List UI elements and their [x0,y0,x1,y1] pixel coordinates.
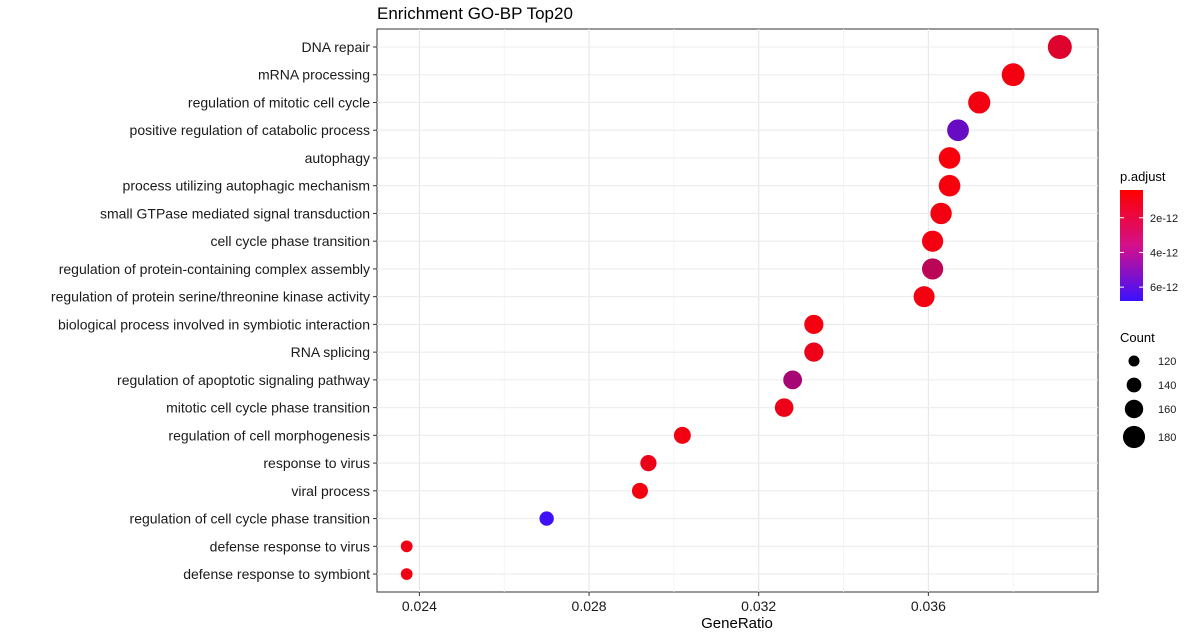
x-tick-label: 0.028 [572,598,607,614]
color-legend-label: 2e-12 [1150,213,1178,225]
y-axis-labels: DNA repair mRNA processing regulation of m… [51,39,377,582]
data-point [640,455,657,472]
y-tick-label: small GTPase mediated signal transductio… [100,205,370,221]
x-tick-label: 0.036 [911,598,946,614]
data-point [774,398,794,417]
size-legend-point [1126,377,1142,393]
size-legend-label: 180 [1158,432,1176,444]
y-tick-label: defense response to symbiont [183,566,370,582]
size-legend-point [1122,425,1146,449]
size-legend-point [1124,399,1144,419]
y-tick-label: defense response to virus [210,538,370,554]
x-tick-label: 0.024 [402,598,437,614]
y-tick-label: autophagy [305,150,370,166]
color-legend-label: 6e-12 [1150,282,1178,294]
y-tick-label: response to virus [263,455,370,471]
size-legend-label: 140 [1158,380,1176,392]
y-tick-label: cell cycle phase transition [210,233,370,249]
data-point [921,258,944,280]
data-point [631,482,648,499]
y-tick-label: mRNA processing [258,67,370,83]
y-tick-label: regulation of cell cycle phase transitio… [130,511,370,527]
color-legend-title: p.adjust [1120,169,1166,184]
y-tick-label: regulation of cell morphogenesis [168,427,370,443]
data-points [400,35,1072,580]
data-point [930,202,952,225]
data-point [938,147,961,169]
y-tick-label: DNA repair [302,39,371,55]
color-legend: p.adjust 2e-12 4e-12 6e-12 [1120,169,1178,301]
plot-panel [376,28,1099,593]
y-tick-label: viral process [291,483,370,499]
data-point [400,540,413,553]
y-tick-label: regulation of protein-containing complex… [59,261,370,277]
color-legend-bar [1120,190,1143,301]
size-legend-label: 120 [1158,356,1176,368]
data-point [1001,63,1025,87]
chart-title: Enrichment GO-BP Top20 [377,4,573,23]
data-point [921,230,944,252]
data-point [804,342,824,362]
y-tick-label: mitotic cell cycle phase transition [166,400,370,416]
data-point [947,119,969,142]
y-tick-label: RNA splicing [291,344,370,360]
x-axis: 0.024 0.028 0.032 0.036 [402,592,946,614]
data-point [539,511,554,526]
grid-lines [377,29,1098,592]
size-legend-title: Count [1120,330,1155,345]
data-point [913,286,935,308]
data-point [804,314,824,334]
size-legend-point [1128,355,1140,367]
data-point [783,370,803,390]
y-tick-label: biological process involved in symbiotic… [58,316,370,332]
data-point [968,91,991,114]
y-tick-label: process utilizing autophagic mechanism [123,178,370,194]
data-point [1047,35,1072,59]
x-axis-title: GeneRatio [701,615,773,632]
size-legend-label: 160 [1158,404,1176,416]
y-tick-label: regulation of protein serine/threonine k… [51,289,370,305]
y-tick-label: positive regulation of catabolic process [130,122,370,138]
x-tick-label: 0.032 [741,598,776,614]
data-point [938,174,961,197]
data-point [673,426,691,444]
y-tick-label: regulation of apoptotic signaling pathwa… [117,372,370,388]
color-legend-label: 4e-12 [1150,247,1178,259]
data-point [400,568,413,580]
y-tick-label: regulation of mitotic cell cycle [188,94,370,110]
